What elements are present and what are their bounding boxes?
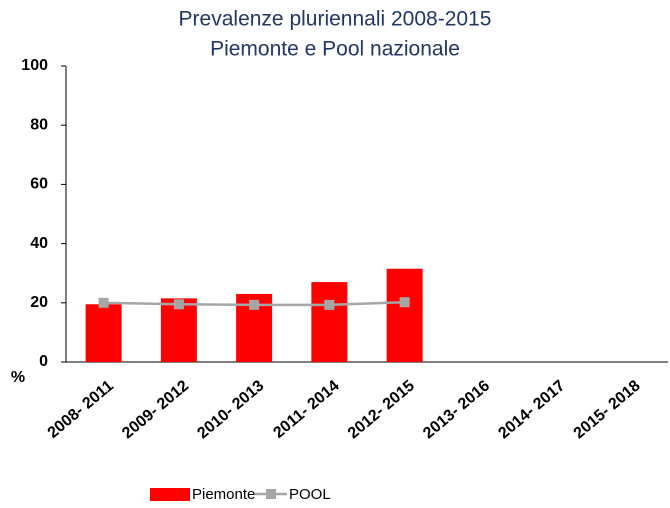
- x-tick-label: 2009- 2012: [119, 377, 192, 442]
- x-tick-label: 2011- 2014: [270, 377, 342, 442]
- bar: [386, 268, 423, 362]
- x-tick-label: 2014- 2017: [495, 377, 568, 442]
- x-tick-label: 2012- 2015: [345, 377, 418, 442]
- marker: [324, 299, 335, 310]
- legend-swatch: [266, 489, 276, 499]
- marker: [98, 297, 109, 308]
- x-tick-label: 2013- 2016: [420, 377, 493, 442]
- y-tick-label: 40: [30, 235, 48, 252]
- y-tick-label: 0: [39, 353, 48, 370]
- marker: [249, 299, 260, 310]
- legend-swatch: [150, 488, 190, 501]
- legend-label: Piemonte: [192, 486, 255, 503]
- bar: [311, 282, 348, 362]
- marker: [399, 297, 410, 308]
- x-tick-label: 2010- 2013: [194, 377, 267, 442]
- y-tick-label: 60: [30, 176, 48, 193]
- y-tick-label: 80: [30, 116, 48, 133]
- y-tick-label: 100: [21, 57, 48, 74]
- chart-subtitle: Prevalenze pluriennali 2008-2015: [179, 8, 492, 31]
- y-tick-label: 20: [30, 294, 48, 311]
- x-tick-label: 2008- 2011: [45, 377, 117, 442]
- chart-subtitle: Piemonte e Pool nazionale: [210, 38, 460, 61]
- y-axis-label: %: [11, 369, 25, 386]
- x-tick-label: 2015- 2018: [571, 377, 644, 442]
- legend-label: POOL: [289, 486, 331, 503]
- marker: [173, 299, 184, 310]
- bar: [85, 304, 122, 362]
